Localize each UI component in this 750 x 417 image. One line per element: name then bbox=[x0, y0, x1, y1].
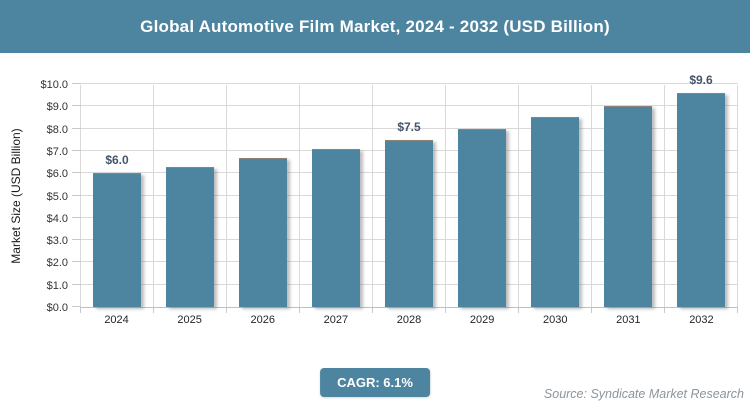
bar-slot bbox=[300, 85, 373, 313]
x-tick-label: 2027 bbox=[323, 314, 349, 326]
bar-slot bbox=[446, 85, 519, 313]
x-tick-label: 2024 bbox=[104, 314, 129, 326]
y-tick-mark bbox=[72, 172, 81, 174]
y-tick-label: $7.0 bbox=[46, 145, 68, 158]
chart-title: Global Automotive Film Market, 2024 - 20… bbox=[140, 16, 610, 36]
x-tick-mark bbox=[591, 308, 592, 313]
y-tick-mark bbox=[72, 105, 81, 107]
x-tick-label: 2025 bbox=[177, 314, 202, 326]
x-tick-label: 2031 bbox=[616, 314, 641, 326]
bar-value-label: $9.6 bbox=[689, 72, 713, 87]
gridline-horizontal bbox=[81, 105, 738, 107]
y-tick-label: $1.0 bbox=[46, 279, 68, 292]
bar-slot bbox=[227, 85, 300, 313]
y-tick-mark bbox=[72, 83, 81, 84]
x-tick-mark bbox=[737, 308, 738, 313]
bar-2028 bbox=[385, 139, 433, 307]
chart-header: Global Automotive Film Market, 2024 - 20… bbox=[0, 0, 750, 53]
bar-slot: $7.5 bbox=[373, 85, 446, 313]
y-tick-mark bbox=[72, 194, 81, 196]
y-tick-mark bbox=[72, 149, 81, 151]
bar-slot bbox=[592, 85, 665, 313]
y-tick-mark bbox=[72, 239, 81, 241]
bar-2027 bbox=[312, 148, 360, 307]
y-tick-label: $3.0 bbox=[46, 235, 68, 248]
y-tick-mark bbox=[72, 127, 81, 129]
bar-slot bbox=[519, 85, 592, 313]
y-tick-label: $5.0 bbox=[46, 190, 68, 203]
y-tick-label: $10.0 bbox=[40, 79, 68, 91]
x-tick-label: 2030 bbox=[542, 314, 568, 326]
bar-2026 bbox=[239, 157, 287, 307]
bar-slot: $9.6 bbox=[665, 73, 738, 313]
bar-value-label: $6.0 bbox=[105, 153, 129, 168]
x-tick-mark bbox=[299, 308, 300, 313]
x-tick-mark bbox=[226, 308, 227, 313]
plot-area: $6.0 $7.5 $9.6 bbox=[72, 73, 738, 313]
y-axis-labels: $0.0 $1.0 $2.0 $3.0 $4.0 $5.0 $6.0 $7.0 $8.0 $9.0… bbox=[0, 79, 68, 314]
y-tick-label: $4.0 bbox=[46, 212, 68, 225]
bar-value-label: $7.5 bbox=[397, 119, 421, 134]
bar-slots: $6.0 $7.5 $9.6 bbox=[81, 73, 738, 313]
x-tick-label: 2029 bbox=[469, 314, 495, 326]
y-tick-mark bbox=[72, 306, 81, 307]
cagr-badge: CAGR: 6.1% bbox=[320, 368, 430, 397]
x-tick-label: 2028 bbox=[396, 314, 422, 326]
y-tick-label: $6.0 bbox=[46, 168, 68, 181]
y-tick-mark bbox=[72, 261, 81, 263]
y-tick-label: $0.0 bbox=[46, 302, 68, 314]
bar-2024 bbox=[93, 173, 141, 307]
x-tick-mark bbox=[80, 308, 81, 313]
x-tick-mark bbox=[664, 308, 665, 313]
x-tick-label: 2026 bbox=[250, 314, 276, 326]
x-tick-mark bbox=[153, 308, 154, 313]
y-tick-label: $8.0 bbox=[46, 123, 68, 136]
source-text: Source: Syndicate Market Research bbox=[543, 387, 744, 401]
x-tick-mark bbox=[372, 308, 373, 313]
bar-2031 bbox=[604, 106, 652, 307]
x-tick-mark bbox=[445, 308, 446, 313]
y-tick-label: $2.0 bbox=[46, 257, 68, 270]
y-tick-mark bbox=[72, 216, 81, 218]
bar-2030 bbox=[531, 117, 579, 307]
bar-slot: $6.0 bbox=[81, 85, 154, 313]
bar-2032 bbox=[677, 92, 725, 307]
y-tick-mark bbox=[72, 283, 81, 285]
x-tick-label: 2032 bbox=[689, 314, 714, 326]
bar-2025 bbox=[166, 166, 214, 307]
bar-2029 bbox=[458, 128, 506, 307]
y-tick-label: $9.0 bbox=[46, 101, 68, 114]
bar-slot bbox=[154, 85, 227, 313]
x-tick-mark bbox=[518, 308, 519, 313]
gridline-horizontal bbox=[81, 127, 738, 129]
x-axis-labels: 2024 2025 2026 2027 2028 2029 2030 2031 2032 bbox=[80, 314, 738, 326]
gridline-horizontal bbox=[81, 83, 738, 84]
